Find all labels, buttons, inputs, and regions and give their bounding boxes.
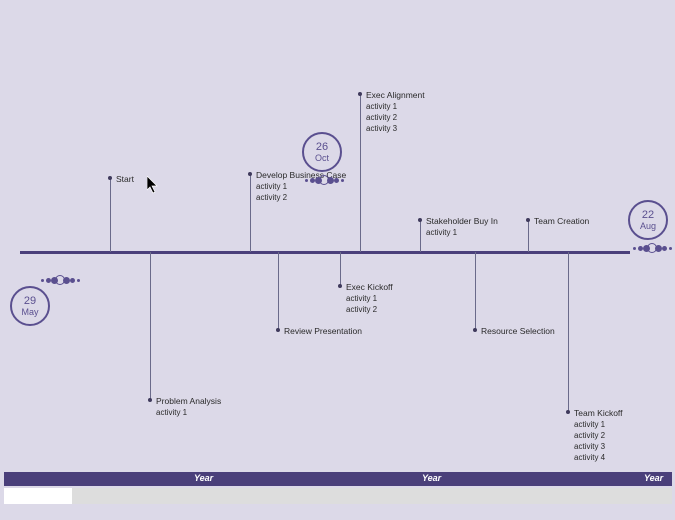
date-badge-month: Aug [640, 221, 656, 231]
milestone-stem [150, 252, 151, 400]
milestone-stem [568, 252, 569, 412]
horizontal-scrollbar[interactable] [72, 488, 672, 504]
timeline-axis [20, 251, 630, 254]
year-label: Year [422, 473, 441, 483]
date-badge: 26Oct [302, 132, 342, 172]
milestone-dot [276, 328, 280, 332]
year-label: Year [194, 473, 213, 483]
decor-dot [669, 247, 672, 250]
date-badge-day: 26 [316, 142, 328, 153]
date-badge: 29May [10, 286, 50, 326]
date-badge-month: Oct [315, 153, 329, 163]
milestone: Review Presentation [284, 326, 362, 337]
milestone: Exec Alignmentactivity 1activity 2activi… [366, 90, 425, 134]
date-badge-day: 29 [24, 296, 36, 307]
milestone-title: Problem Analysis [156, 396, 221, 407]
milestone-activity: activity 1 [156, 407, 221, 418]
decor-dot [662, 246, 667, 251]
milestone-stem [360, 94, 361, 252]
milestone-title: Team Kickoff [574, 408, 623, 419]
milestone: Problem Analysisactivity 1 [156, 396, 221, 418]
decor-dot [310, 178, 315, 183]
decor-dot [70, 278, 75, 283]
milestone-stem [110, 178, 111, 252]
milestone-activity: activity 1 [574, 419, 623, 430]
milestone-title: Resource Selection [481, 326, 555, 337]
milestone-activity: activity 1 [366, 101, 425, 112]
decor-dot [46, 278, 51, 283]
milestone: Resource Selection [481, 326, 555, 337]
milestone-dot [338, 284, 342, 288]
scrollbar-gap [4, 488, 72, 504]
milestone: Start [116, 174, 134, 185]
decor-dot [334, 178, 339, 183]
milestone-dot [358, 92, 362, 96]
date-badge-day: 22 [642, 210, 654, 221]
milestone-activity: activity 3 [366, 123, 425, 134]
milestone-title: Stakeholder Buy In [426, 216, 498, 227]
year-bar: Year Year Year [4, 472, 672, 486]
milestone-dot [108, 176, 112, 180]
year-label: Year [644, 473, 663, 483]
milestone-dot [526, 218, 530, 222]
milestone-activity: activity 2 [574, 430, 623, 441]
decor-dot [341, 179, 344, 182]
milestone-stem [528, 220, 529, 252]
milestone-title: Review Presentation [284, 326, 362, 337]
milestone-stem [250, 174, 251, 252]
milestone-activity: activity 2 [366, 112, 425, 123]
milestone-activity: activity 1 [426, 227, 498, 238]
date-badge-month: May [21, 307, 38, 317]
milestone-stem [340, 252, 341, 286]
milestone: Develop Business Caseactivity 1activity … [256, 170, 346, 203]
decor-dot [63, 277, 70, 284]
milestone: Team Kickoffactivity 1activity 2activity… [574, 408, 623, 463]
decor-dot [327, 177, 334, 184]
milestone: Stakeholder Buy Inactivity 1 [426, 216, 498, 238]
milestone-title: Start [116, 174, 134, 185]
decor-dot [41, 279, 44, 282]
milestone-activity: activity 3 [574, 441, 623, 452]
milestone-stem [420, 220, 421, 252]
milestone-title: Team Creation [534, 216, 589, 227]
decor-dot [633, 247, 636, 250]
milestone-dot [473, 328, 477, 332]
milestone-activity: activity 2 [346, 304, 393, 315]
milestone-activity: activity 2 [256, 192, 346, 203]
decor-dot [305, 179, 308, 182]
timeline-canvas: StartProblem Analysisactivity 1Develop B… [0, 0, 675, 520]
milestone-dot [418, 218, 422, 222]
milestone-title: Exec Alignment [366, 90, 425, 101]
milestone-stem [278, 252, 279, 330]
milestone-activity: activity 1 [346, 293, 393, 304]
milestone: Team Creation [534, 216, 589, 227]
milestone-dot [248, 172, 252, 176]
milestone-dot [566, 410, 570, 414]
milestone-dot [148, 398, 152, 402]
milestone: Exec Kickoffactivity 1activity 2 [346, 282, 393, 315]
decor-dot [655, 245, 662, 252]
milestone-stem [475, 252, 476, 330]
decor-dot [638, 246, 643, 251]
decor-dot [77, 279, 80, 282]
milestone-activity: activity 4 [574, 452, 623, 463]
milestone-title: Exec Kickoff [346, 282, 393, 293]
date-badge: 22Aug [628, 200, 668, 240]
